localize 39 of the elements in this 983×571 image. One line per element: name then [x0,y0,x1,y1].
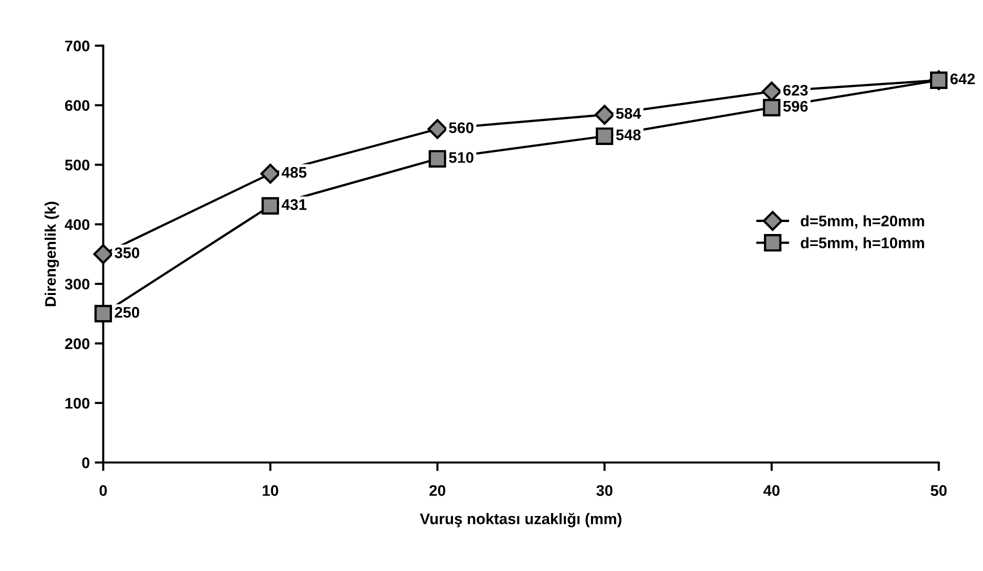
y-axis-title: Direngenlik (k) [44,202,59,306]
data-label: 596 [783,100,808,112]
point [93,244,114,264]
y-tick-label: 100 [65,398,90,409]
data-label: 560 [449,122,474,134]
legend-label: d=5mm, h=10mm [800,237,924,251]
data-label: 350 [114,247,140,258]
y-tick-label: 700 [65,40,90,52]
point [262,197,280,215]
point [594,104,614,125]
y-tick-label: 0 [82,457,90,468]
legend-label: d=5mm, h=20mm [800,215,924,229]
data-label: 510 [449,152,474,163]
data-label: 250 [114,306,140,318]
point [762,98,780,116]
data-label: 548 [616,129,641,140]
data-label: 584 [616,108,642,119]
y-tick-label: 500 [65,160,90,170]
point [596,127,614,145]
data-label: 623 [783,84,808,96]
x-tick-label: 20 [429,485,446,496]
x-tick-label: 30 [596,485,612,496]
y-tick-label: 200 [65,338,90,350]
point [427,119,448,139]
y-tick-label: 600 [65,100,90,111]
x-tick-label: 50 [930,485,947,496]
x-tick-label: 40 [763,485,780,496]
y-tick-label: 400 [64,219,90,230]
data-label: 642 [950,74,975,84]
x-axis-title: Vuruş noktası uzaklığı (mm) [420,512,622,528]
data-label: 431 [282,199,306,210]
point [260,164,280,184]
point [930,71,948,89]
data-label: 485 [282,166,306,178]
x-tick-label: 10 [262,485,278,496]
point [428,150,446,168]
y-tick-label: 300 [64,278,90,290]
point [94,304,112,322]
x-tick-label: 0 [100,485,107,496]
